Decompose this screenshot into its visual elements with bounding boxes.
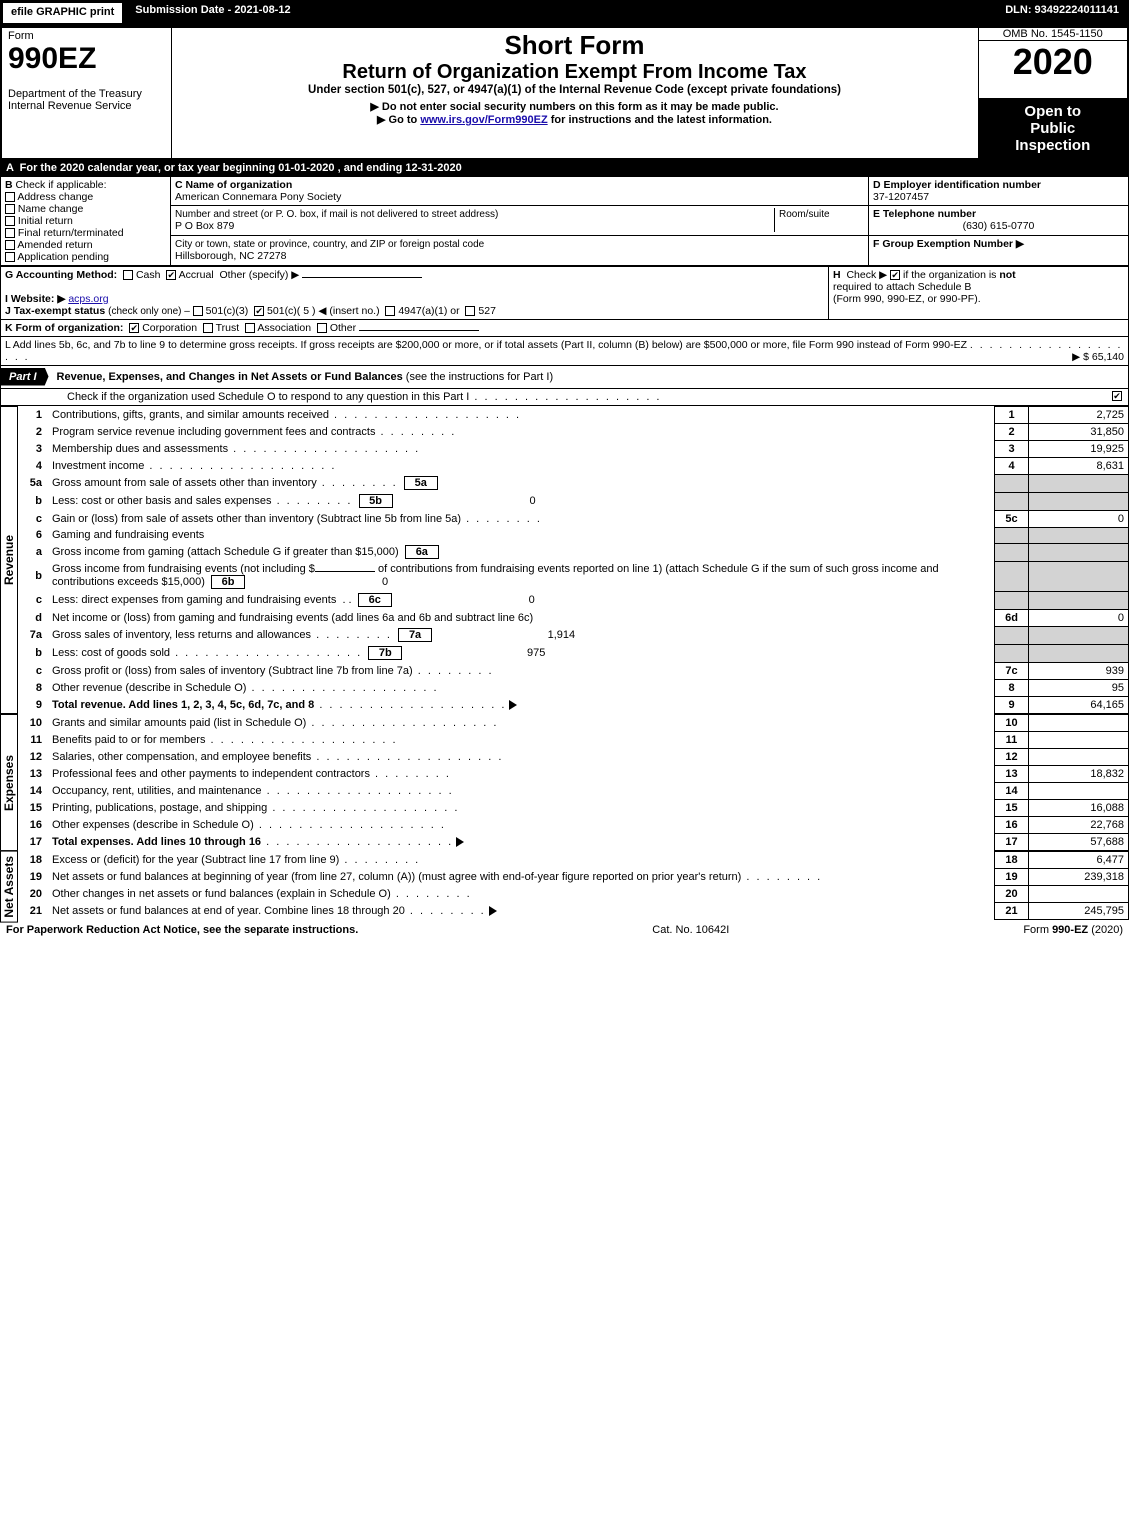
form-number: 990EZ [8, 42, 165, 76]
top-bar: efile GRAPHIC print Submission Date - 20… [0, 0, 1129, 26]
line-a-tax-year: A For the 2020 calendar year, or tax yea… [0, 160, 1129, 176]
room-suite-label: Room/suite [779, 209, 830, 220]
org-name: American Connemara Pony Society [175, 191, 341, 203]
checkbox-schedule-b[interactable]: ✔ [890, 270, 900, 280]
entity-info-block: B Check if applicable: Address change Na… [0, 176, 1129, 266]
lines-g-to-l: G Accounting Method: Cash ✔ Accrual Othe… [0, 266, 1129, 366]
checkbox-schedule-o[interactable]: ✔ [1112, 391, 1122, 401]
checkbox-527[interactable] [465, 306, 475, 316]
arrow-icon [489, 906, 497, 916]
checkbox-corporation[interactable]: ✔ [129, 323, 139, 333]
efile-print-button[interactable]: efile GRAPHIC print [2, 2, 123, 24]
checkbox-initial-return[interactable] [5, 216, 15, 226]
website-link[interactable]: acps.org [68, 293, 108, 305]
open-to-public: Open toPublicInspection [979, 99, 1128, 158]
ein-value: 37-1207457 [873, 191, 929, 203]
box-e-label: E Telephone number [873, 208, 976, 220]
arrow-icon [509, 700, 517, 710]
checkbox-4947[interactable] [385, 306, 395, 316]
checkbox-other-org[interactable] [317, 323, 327, 333]
page-footer: For Paperwork Reduction Act Notice, see … [0, 922, 1129, 938]
box-c-label: C Name of organization [175, 179, 292, 191]
checkbox-application-pending[interactable] [5, 252, 15, 262]
part-1-header: Part I Revenue, Expenses, and Changes in… [0, 366, 1129, 389]
checkbox-amended-return[interactable] [5, 240, 15, 250]
checkbox-association[interactable] [245, 323, 255, 333]
part-1-check-line: Check if the organization used Schedule … [0, 389, 1129, 406]
box-f-label: F Group Exemption Number ▶ [873, 238, 1024, 250]
goto-note: ▶ Go to www.irs.gov/Form990EZ for instru… [178, 113, 972, 126]
paperwork-notice: For Paperwork Reduction Act Notice, see … [6, 924, 358, 936]
checkbox-trust[interactable] [203, 323, 213, 333]
city-state-zip: Hillsborough, NC 27278 [175, 250, 286, 262]
revenue-side-label: Revenue [0, 406, 18, 714]
return-title: Return of Organization Exempt From Incom… [178, 61, 972, 84]
dept-treasury: Department of the Treasury [8, 88, 165, 100]
cat-number: Cat. No. 10642I [652, 924, 729, 936]
line-l-text: L Add lines 5b, 6c, and 7b to line 9 to … [5, 339, 967, 351]
phone-value: (630) 615-0770 [873, 220, 1124, 232]
checkbox-501c3[interactable] [193, 306, 203, 316]
arrow-icon [456, 837, 464, 847]
form-word: Form [8, 30, 165, 42]
part-1-badge: Part I [1, 368, 49, 386]
form-header: Form 990EZ Department of the Treasury In… [0, 26, 1129, 160]
irs-link[interactable]: www.irs.gov/Form990EZ [420, 114, 547, 126]
checkbox-501c[interactable]: ✔ [254, 306, 264, 316]
street-address: P O Box 879 [175, 220, 234, 232]
checkbox-address-change[interactable] [5, 192, 15, 202]
tax-year: 2020 [979, 41, 1128, 83]
dln-label: DLN: 93492224011141 [995, 0, 1129, 26]
short-form-title: Short Form [178, 30, 972, 61]
net-assets-table: 18Excess or (deficit) for the year (Subt… [22, 851, 1129, 920]
expenses-side-label: Expenses [0, 714, 18, 851]
net-assets-side-label: Net Assets [0, 851, 18, 923]
line-l-amount: ▶ $ 65,140 [1072, 351, 1124, 363]
expenses-table: 10Grants and similar amounts paid (list … [22, 714, 1129, 851]
revenue-table: 1Contributions, gifts, grants, and simil… [22, 406, 1129, 714]
check-applicable-label: Check if applicable: [16, 179, 107, 191]
checkbox-cash[interactable] [123, 270, 133, 280]
checkbox-name-change[interactable] [5, 204, 15, 214]
box-d-label: D Employer identification number [873, 179, 1041, 191]
irs-label: Internal Revenue Service [8, 100, 165, 112]
under-section: Under section 501(c), 527, or 4947(a)(1)… [178, 84, 972, 96]
submission-date-label: Submission Date - 2021-08-12 [125, 0, 300, 26]
checkbox-final-return[interactable] [5, 228, 15, 238]
omb-number: OMB No. 1545-1150 [979, 28, 1128, 41]
no-ssn-note: ▶ Do not enter social security numbers o… [178, 100, 972, 113]
checkbox-accrual[interactable]: ✔ [166, 270, 176, 280]
form-ref: Form 990-EZ (2020) [1023, 924, 1123, 936]
